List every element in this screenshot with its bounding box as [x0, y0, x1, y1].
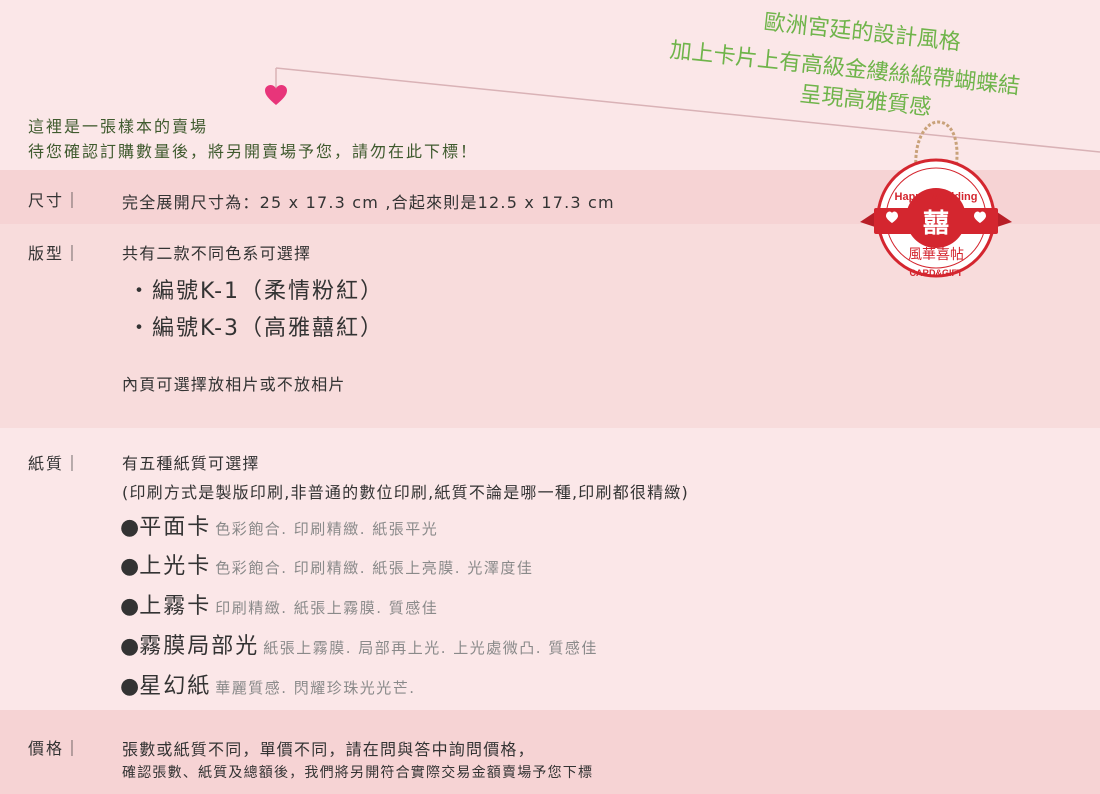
price-band — [0, 710, 1100, 794]
badge-banner: 風華喜帖 — [908, 247, 964, 263]
paper-option-name: 霧膜局部光 — [139, 634, 260, 659]
price-label: 價格｜ — [28, 739, 83, 758]
paper-label: 紙質｜ — [28, 454, 83, 473]
type-intro: 共有二款不同色系可選擇 — [122, 244, 312, 263]
paper-option-name: 上霧卡 — [139, 594, 212, 619]
price-line-2: 確認張數、紙質及總額後，我們將另開符合實際交易金額賣場予您下標 — [122, 765, 594, 781]
size-text: 完全展開尺寸為：25 x 17.3 cm ,合起來則是12.5 x 17.3 c… — [122, 193, 615, 212]
paper-option-desc: 色彩飽合. 印刷精緻. 紙張上亮膜. 光澤度佳 — [215, 559, 534, 577]
paper-option-desc: 華麗質感. 閃耀珍珠光光芒. — [215, 679, 416, 697]
paper-option-name: 星幻紙 — [139, 674, 212, 699]
bullet-icon: ● — [120, 515, 140, 540]
paper-option: ●平面卡 色彩飽合. 印刷精緻. 紙張平光 — [120, 509, 438, 541]
paper-option: ●上光卡 色彩飽合. 印刷精緻. 紙張上亮膜. 光澤度佳 — [120, 548, 533, 580]
model-k1: ・編號K-1（柔情粉紅） — [128, 279, 385, 304]
happy-wedding-badge: Happy Wedding 囍 風華喜帖 CARD&GIFT — [860, 120, 1012, 278]
paper-option-desc: 色彩飽合. 印刷精緻. 紙張平光 — [215, 520, 439, 538]
badge-heart-right-icon — [974, 211, 986, 223]
heart-icon — [265, 85, 287, 105]
paper-option: ●霧膜局部光 紙張上霧膜. 局部再上光. 上光處微凸. 質感佳 — [120, 628, 598, 660]
paper-option: ●上霧卡 印刷精緻. 紙張上霧膜. 質感佳 — [120, 588, 438, 620]
badge-emblem: 囍 — [923, 209, 949, 239]
price-line-1: 張數或紙質不同，單價不同，請在問與答中詢問價格， — [122, 740, 535, 759]
bullet-icon: ● — [120, 674, 140, 699]
paper-note: (印刷方式是製版印刷,非普通的數位印刷,紙質不論是哪一種,印刷都很精緻) — [122, 483, 689, 502]
paper-option-name: 平面卡 — [139, 515, 212, 540]
bullet-icon: ● — [120, 634, 140, 659]
paper-option: ●星幻紙 華麗質感. 閃耀珍珠光光芒. — [120, 668, 416, 700]
paper-option-desc: 印刷精緻. 紙張上霧膜. 質感佳 — [215, 599, 439, 617]
paper-option-desc: 紙張上霧膜. 局部再上光. 上光處微凸. 質感佳 — [263, 639, 598, 657]
model-k3: ・編號K-3（高雅囍紅） — [128, 316, 385, 341]
bullet-icon: ● — [120, 594, 140, 619]
paper-band — [0, 428, 1100, 710]
hanging-thread — [275, 67, 1100, 153]
intro-line-2: 待您確認訂購數量後，將另開賣場予您，請勿在此下標！ — [28, 142, 479, 161]
paper-option-name: 上光卡 — [139, 554, 212, 579]
intro-line-1: 這裡是一張樣本的賣場 — [28, 117, 209, 136]
header-band — [0, 0, 1100, 170]
badge-heart-left-icon — [886, 211, 898, 223]
badge-top-text: Happy Wedding — [895, 191, 978, 203]
type-note: 內頁可選擇放相片或不放相片 — [122, 375, 346, 394]
paper-intro: 有五種紙質可選擇 — [122, 454, 260, 473]
bullet-icon: ● — [120, 554, 140, 579]
badge-bottom-text: CARD&GIFT — [910, 268, 963, 278]
size-label: 尺寸｜ — [28, 191, 83, 210]
type-label: 版型｜ — [28, 244, 83, 263]
